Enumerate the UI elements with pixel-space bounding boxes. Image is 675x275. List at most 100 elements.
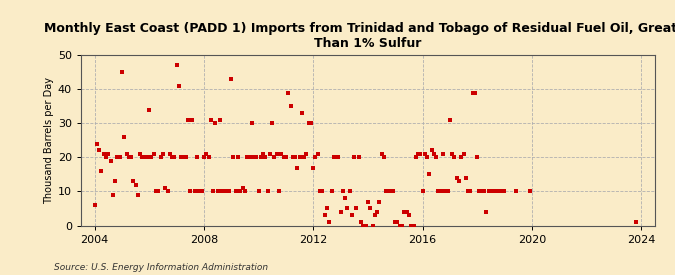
Point	[449, 155, 460, 160]
Point	[415, 152, 426, 156]
Point	[338, 189, 348, 194]
Point	[376, 152, 387, 156]
Point	[381, 189, 392, 194]
Point	[385, 189, 396, 194]
Point	[321, 206, 332, 211]
Point	[196, 189, 207, 194]
Point	[128, 179, 139, 183]
Point	[217, 189, 227, 194]
Point	[481, 210, 491, 214]
Point	[319, 213, 330, 218]
Point	[117, 70, 128, 74]
Point	[212, 189, 223, 194]
Point	[465, 189, 476, 194]
Point	[310, 155, 321, 160]
Point	[151, 189, 161, 194]
Point	[238, 186, 248, 190]
Point	[490, 189, 501, 194]
Point	[262, 189, 273, 194]
Point	[203, 155, 214, 160]
Point	[285, 104, 296, 108]
Point	[157, 152, 168, 156]
Point	[424, 172, 435, 177]
Point	[248, 155, 259, 160]
Point	[422, 155, 433, 160]
Point	[122, 152, 132, 156]
Point	[342, 206, 353, 211]
Point	[397, 223, 408, 228]
Point	[200, 152, 211, 156]
Point	[335, 210, 346, 214]
Point	[303, 121, 314, 125]
Point	[458, 152, 469, 156]
Point	[89, 203, 100, 207]
Point	[101, 155, 111, 160]
Point	[96, 169, 107, 173]
Point	[255, 155, 266, 160]
Point	[499, 189, 510, 194]
Point	[392, 220, 403, 224]
Point	[94, 148, 105, 153]
Point	[126, 155, 136, 160]
Point	[444, 118, 455, 122]
Point	[317, 189, 327, 194]
Point	[114, 155, 125, 160]
Point	[160, 186, 171, 190]
Point	[378, 155, 389, 160]
Point	[135, 152, 146, 156]
Point	[187, 118, 198, 122]
Point	[251, 155, 262, 160]
Point	[369, 213, 380, 218]
Point	[349, 155, 360, 160]
Point	[326, 189, 337, 194]
Point	[429, 152, 439, 156]
Point	[463, 189, 474, 194]
Point	[426, 148, 437, 153]
Point	[435, 189, 446, 194]
Point	[333, 155, 344, 160]
Point	[244, 155, 255, 160]
Point	[253, 189, 264, 194]
Point	[354, 155, 364, 160]
Point	[417, 189, 428, 194]
Point	[110, 179, 121, 183]
Point	[472, 155, 483, 160]
Point	[389, 220, 400, 224]
Point	[492, 189, 503, 194]
Point	[165, 152, 176, 156]
Text: Source: U.S. Energy Information Administration: Source: U.S. Energy Information Administ…	[54, 263, 268, 272]
Point	[269, 155, 280, 160]
Point	[362, 199, 373, 204]
Point	[273, 189, 284, 194]
Point	[221, 189, 232, 194]
Point	[394, 223, 405, 228]
Point	[344, 189, 355, 194]
Point	[205, 118, 216, 122]
Point	[360, 223, 371, 228]
Point	[137, 155, 148, 160]
Point	[271, 152, 282, 156]
Point	[107, 192, 118, 197]
Point	[452, 175, 462, 180]
Point	[105, 158, 116, 163]
Point	[278, 155, 289, 160]
Point	[139, 155, 150, 160]
Point	[419, 152, 430, 156]
Point	[460, 175, 471, 180]
Point	[124, 155, 134, 160]
Point	[485, 189, 496, 194]
Point	[292, 165, 303, 170]
Point	[142, 155, 153, 160]
Point	[431, 155, 441, 160]
Point	[524, 189, 535, 194]
Point	[456, 155, 466, 160]
Point	[210, 121, 221, 125]
Point	[119, 135, 130, 139]
Point	[347, 213, 358, 218]
Point	[167, 155, 178, 160]
Point	[242, 155, 252, 160]
Point	[487, 189, 498, 194]
Point	[231, 189, 242, 194]
Point	[103, 152, 113, 156]
Point	[246, 121, 257, 125]
